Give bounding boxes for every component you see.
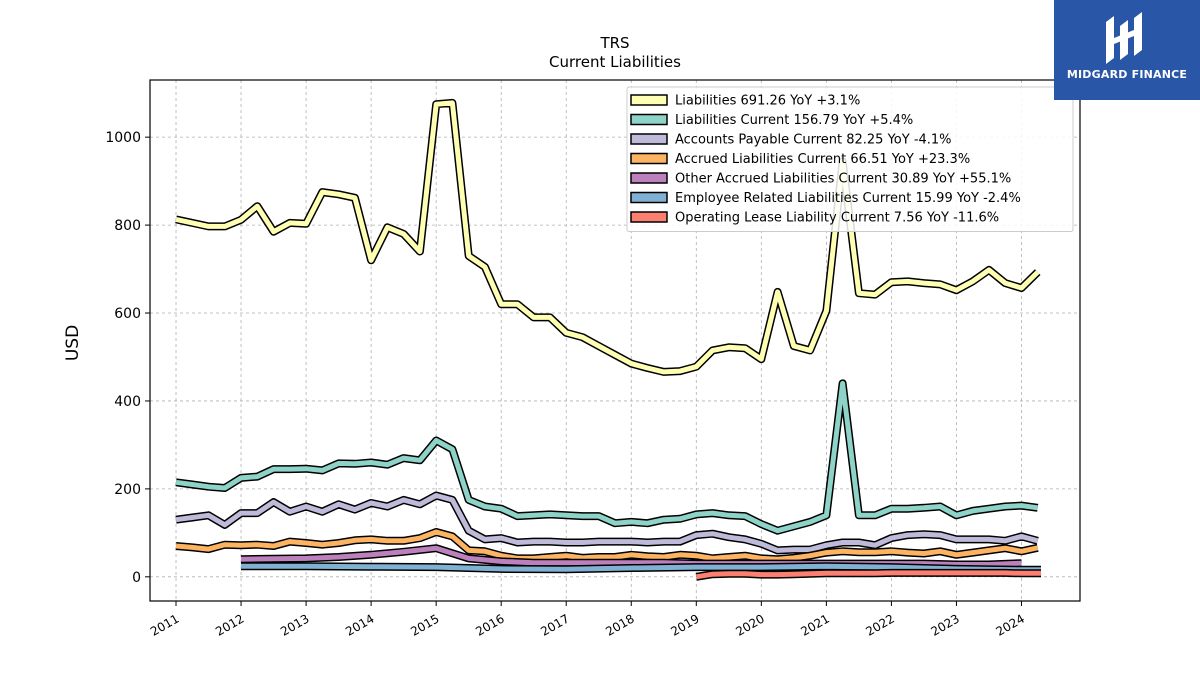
legend-swatch	[630, 133, 668, 145]
series-line	[175, 100, 1040, 375]
legend-entry: Accounts Payable Current 82.25 YoY -4.1%	[675, 133, 952, 148]
series-2	[175, 379, 1039, 535]
chart-title: TRS	[599, 34, 629, 52]
legend-swatch	[630, 152, 668, 165]
x-tick-label: 2022	[863, 611, 896, 638]
x-tick-label: 2015	[408, 611, 441, 638]
series-6	[241, 562, 1041, 574]
series-line	[241, 563, 1041, 573]
legend: Liabilities 691.26 YoY +3.1% Liabilities …	[626, 86, 1074, 232]
midgard-logo-icon	[1106, 12, 1142, 64]
series-line	[695, 570, 1041, 580]
y-tick-label: 0	[132, 570, 141, 586]
y-tick-label: 800	[114, 218, 141, 234]
brand-logo: MIDGARD FINANCE	[1054, 0, 1200, 100]
legend-box	[626, 86, 1074, 232]
legend-swatch	[630, 94, 668, 106]
y-tick-label: 400	[114, 394, 141, 410]
series-lines	[175, 98, 1041, 581]
legend-entry: Accrued Liabilities Current 66.51 YoY +2…	[675, 152, 970, 167]
series-1	[175, 98, 1041, 376]
x-tick-label: 2023	[928, 611, 961, 638]
x-tick-label: 2012	[213, 611, 246, 638]
series-line	[175, 493, 1039, 553]
y-tick-label: 200	[114, 482, 141, 498]
x-tick-label: 2020	[733, 611, 766, 638]
legend-swatch	[630, 191, 668, 204]
chart-subtitle: Current Liabilities	[549, 53, 681, 71]
brand-name: MIDGARD FINANCE	[1066, 68, 1188, 81]
x-tick-label: 2014	[343, 611, 376, 638]
x-tick-label: 2024	[994, 611, 1027, 638]
x-tick-label: 2021	[798, 611, 831, 638]
series-line	[175, 529, 1039, 562]
legend-entry: Employee Related Liabilities Current 15.…	[675, 191, 1021, 206]
y-tick-label: 1000	[105, 130, 141, 146]
legend-swatch	[630, 172, 668, 184]
series-7	[695, 568, 1041, 581]
plot-frame	[149, 79, 1081, 602]
x-tick-label: 2018	[603, 611, 636, 638]
legend-swatch	[630, 211, 668, 223]
series-line	[175, 380, 1039, 534]
legend-entry: Liabilities Current 156.79 YoY +5.4%	[675, 113, 913, 128]
series-3	[175, 491, 1039, 555]
x-tick-label: 2016	[473, 611, 506, 638]
x-tick-label: 2013	[278, 611, 311, 638]
legend-entry: Operating Lease Liability Current 7.56 Y…	[675, 211, 999, 226]
series-4	[175, 528, 1039, 564]
x-tick-label: 2019	[668, 611, 701, 638]
y-axis-label: USD	[63, 325, 83, 361]
x-tick-label: 2017	[538, 611, 571, 638]
legend-entry: Liabilities 691.26 YoY +3.1%	[675, 94, 860, 109]
y-tick-label: 600	[114, 306, 141, 322]
x-tick-label: 2011	[148, 611, 181, 638]
legend-swatch	[630, 113, 668, 126]
legend-entry: Other Accrued Liabilities Current 30.89 …	[675, 172, 1011, 187]
